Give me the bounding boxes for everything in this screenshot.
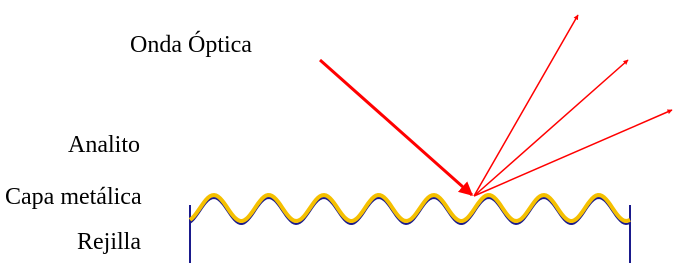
reflected-wave (474, 60, 628, 196)
incident-wave (320, 60, 472, 195)
analyte-label: Analito (68, 132, 140, 158)
wave-label: Onda Óptica (130, 31, 252, 58)
diagram: Onda Óptica Analito Capa metálica Rejill… (0, 0, 673, 263)
metal-layer (190, 195, 630, 221)
reflected-wave (474, 110, 672, 196)
grating-label: Rejilla (77, 229, 141, 255)
reflected-wave (474, 15, 578, 196)
metal-layer-label: Capa metálica (5, 184, 142, 210)
page: Onda Óptica Analito Capa metálica Rejill… (0, 0, 673, 263)
